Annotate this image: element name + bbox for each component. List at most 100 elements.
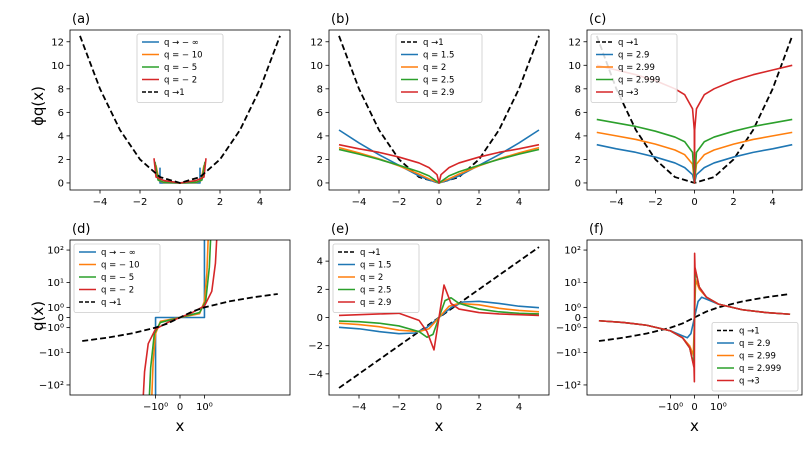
legend-entry-f: q →3 [739, 377, 760, 387]
legend-entry-b: q = 1.5 [423, 51, 454, 61]
legend-entry-b: q = 2.5 [423, 76, 454, 86]
y-tick-label-a: 0 [58, 178, 64, 189]
x-tick-label-c: −4 [609, 197, 624, 208]
x-tick-label-a: −4 [93, 197, 108, 208]
y-tick-label-f: 10² [564, 246, 581, 257]
y-tick-label-f: 10¹ [564, 278, 581, 289]
legend-entry-c: q →3 [618, 88, 639, 98]
x-axis-label-e: x [435, 417, 444, 435]
legend-frame-a [136, 33, 224, 103]
legend-entry-e: q = 2.9 [360, 298, 391, 308]
legend-entry-f: q = 2.999 [739, 364, 781, 374]
legend-e: q →1 q = 1.5 q = 2 q = 2.5 q = 2.9 [332, 243, 420, 313]
legend-frame-f [711, 322, 799, 392]
legend-a: q → − ∞ q = − 10 q = − 5 q = − 2 q →1 [136, 33, 224, 103]
legend-c: q →1 q = 2.9 q = 2.99 q = 2.999 q →3 [590, 33, 678, 103]
y-tick-label-b: 10 [310, 61, 323, 72]
x-tick-label-c: −2 [648, 197, 663, 208]
y-tick-label-d: −10⁰ [39, 323, 64, 334]
legend-entry-a: q = − 2 [164, 76, 197, 86]
y-tick-label-b: 4 [317, 131, 323, 142]
y-tick-label-e: 4 [317, 257, 323, 268]
x-tick-label-b: 2 [476, 197, 482, 208]
y-tick-label-b: 8 [317, 84, 323, 95]
x-tick-label-d: −10⁰ [143, 402, 168, 413]
x-axis-label-f: x [690, 417, 699, 435]
legend-entry-d: q = − 2 [101, 286, 134, 296]
y-tick-label-e: −4 [308, 369, 323, 380]
y-tick-label-c: 10 [568, 61, 581, 72]
y-tick-label-d: 0 [58, 313, 64, 324]
legend-entry-a: q = − 5 [164, 63, 197, 73]
legend-d: q → − ∞ q = − 10 q = − 5 q = − 2 q →1 [73, 243, 161, 313]
legend-entry-d: q →1 [101, 298, 122, 308]
y-tick-label-d: 10² [47, 246, 64, 257]
y-tick-label-d: −10¹ [39, 348, 64, 359]
x-tick-label-a: −2 [133, 197, 148, 208]
legend-entry-d: q → − ∞ [101, 248, 136, 258]
x-tick-label-d: 0 [177, 402, 183, 413]
y-tick-label-d: 10⁰ [47, 303, 64, 314]
y-tick-label-a: 4 [58, 131, 64, 142]
legend-frame-c [590, 33, 678, 103]
y-tick-label-f: −10¹ [556, 348, 581, 359]
legend-entry-e: q = 2.5 [360, 286, 391, 296]
y-tick-label-b: 2 [317, 155, 323, 166]
x-tick-label-c: 2 [730, 197, 736, 208]
series-line-e-4 [338, 284, 540, 351]
legend-frame-e [332, 243, 420, 313]
panel-e: −4 −2 0 2 4 −4 −2 0 2 4 (e) x q →1 q = 1.5 q = 2 q = 2.… [308, 222, 550, 435]
x-tick-label-a: 2 [217, 197, 223, 208]
x-tick-label-a: 0 [177, 197, 183, 208]
series-line-b-4 [338, 143, 540, 184]
y-tick-label-b: 6 [317, 108, 323, 119]
x-tick-label-f: 0 [691, 402, 697, 413]
y-tick-label-f: 10⁰ [564, 303, 581, 314]
x-tick-label-c: 4 [769, 197, 775, 208]
y-tick-label-c: 8 [575, 84, 581, 95]
legend-entry-b: q = 2.9 [423, 88, 454, 98]
panel-title-e: (e) [331, 222, 349, 237]
legend-entry-b: q →1 [423, 38, 444, 48]
series-line-f-0 [598, 293, 791, 342]
legend-entry-b: q = 2 [423, 63, 446, 73]
y-tick-label-c: 4 [575, 131, 581, 142]
y-tick-label-f: −10⁰ [556, 323, 581, 334]
y-tick-label-c: 0 [575, 178, 581, 189]
x-tick-label-e: 2 [476, 402, 482, 413]
series-line-a-4 [79, 35, 281, 184]
panel-title-b: (b) [331, 12, 349, 27]
panel-title-f: (f) [589, 222, 604, 237]
y-tick-label-e: −2 [308, 341, 323, 352]
x-tick-label-b: 4 [516, 197, 522, 208]
y-tick-label-a: 12 [51, 37, 64, 48]
legend-entry-e: q →1 [360, 248, 381, 258]
y-tick-label-c: 2 [575, 155, 581, 166]
y-tick-label-c: 12 [568, 37, 581, 48]
y-tick-label-e: 2 [317, 285, 323, 296]
panel-title-d: (d) [72, 222, 90, 237]
legend-entry-d: q = − 5 [101, 273, 134, 283]
legend-entry-f: q = 2.9 [739, 339, 770, 349]
legend-entry-f: q →1 [739, 327, 760, 337]
x-tick-label-e: −2 [392, 402, 407, 413]
y-tick-label-a: 2 [58, 155, 64, 166]
x-tick-label-b: 0 [436, 197, 442, 208]
y-tick-label-f: −10² [556, 380, 581, 391]
legend-entry-c: q = 2.99 [618, 63, 655, 73]
legend-frame-b [395, 33, 483, 103]
y-tick-label-a: 10 [51, 61, 64, 72]
series-line-a-3 [153, 158, 207, 184]
x-tick-label-f: 10⁰ [710, 402, 727, 413]
x-tick-label-c: 0 [691, 197, 697, 208]
legend-f: q →1 q = 2.9 q = 2.99 q = 2.999 q →3 [711, 322, 799, 392]
y-tick-label-e: 0 [317, 313, 323, 324]
legend-entry-d: q = − 10 [101, 261, 140, 271]
y-tick-label-b: 0 [317, 178, 323, 189]
x-tick-label-d: 10⁰ [196, 402, 213, 413]
legend-entry-c: q →1 [618, 38, 639, 48]
series-line-d-4 [82, 293, 278, 342]
